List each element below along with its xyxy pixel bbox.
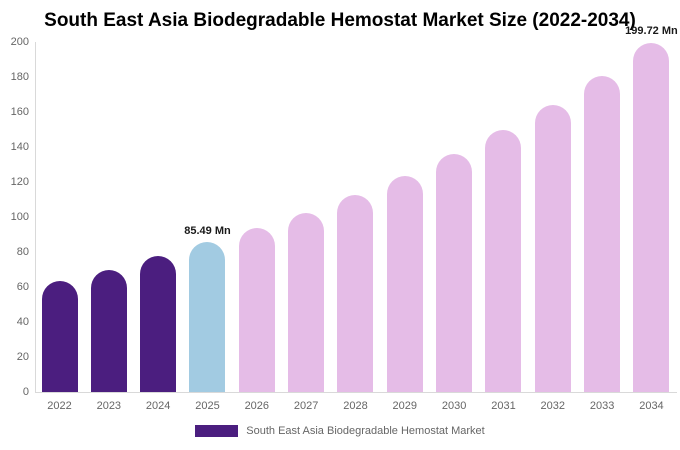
y-tick-160: 160: [10, 106, 29, 118]
y-tick-200: 200: [10, 36, 29, 48]
bar-2031: [485, 130, 522, 392]
y-tick-80: 80: [16, 246, 29, 258]
x-tick-2027: 2027: [293, 400, 319, 412]
y-tick-120: 120: [10, 176, 29, 188]
bar-2033: [584, 76, 621, 392]
x-tick-2031: 2031: [491, 400, 516, 412]
bar-2034: [633, 42, 670, 392]
bar-2028: [337, 195, 374, 392]
bar-2023: [90, 269, 127, 392]
y-tick-100: 100: [10, 211, 29, 223]
x-tick-2025: 2025: [195, 400, 220, 412]
plot-area: [35, 42, 677, 393]
x-tick-2029: 2029: [392, 400, 418, 412]
legend-swatch: [195, 425, 239, 437]
bar-2024: [140, 255, 177, 392]
bar-2030: [436, 154, 473, 392]
chart-title: South East Asia Biodegradable Hemostat M…: [44, 10, 636, 31]
legend: South East Asia Biodegradable Hemostat M…: [0, 425, 680, 437]
y-tick-40: 40: [16, 316, 29, 328]
bar-2029: [386, 175, 423, 392]
bar-2027: [288, 212, 325, 392]
x-tick-2033: 2033: [589, 400, 615, 412]
bar-value-label-2025: 85.49 Mn: [184, 225, 231, 238]
bar-2032: [534, 105, 571, 392]
bar-2025: [189, 242, 226, 392]
x-tick-2034: 2034: [639, 400, 664, 412]
y-tick-140: 140: [10, 141, 29, 153]
legend-label: South East Asia Biodegradable Hemostat M…: [246, 425, 485, 437]
x-tick-2022: 2022: [47, 400, 72, 412]
y-tick-20: 20: [16, 351, 29, 363]
x-tick-2024: 2024: [145, 400, 171, 412]
x-tick-2030: 2030: [441, 400, 467, 412]
x-tick-2023: 2023: [96, 400, 122, 412]
y-tick-0: 0: [22, 386, 29, 398]
x-tick-2026: 2026: [244, 400, 270, 412]
bar-2022: [41, 280, 78, 392]
bar-2026: [238, 228, 275, 392]
bar-value-label-2034: 199.72 Mn: [625, 25, 678, 38]
y-tick-60: 60: [16, 281, 29, 293]
x-tick-2032: 2032: [540, 400, 566, 412]
y-tick-180: 180: [10, 71, 29, 83]
x-tick-2028: 2028: [343, 400, 368, 412]
